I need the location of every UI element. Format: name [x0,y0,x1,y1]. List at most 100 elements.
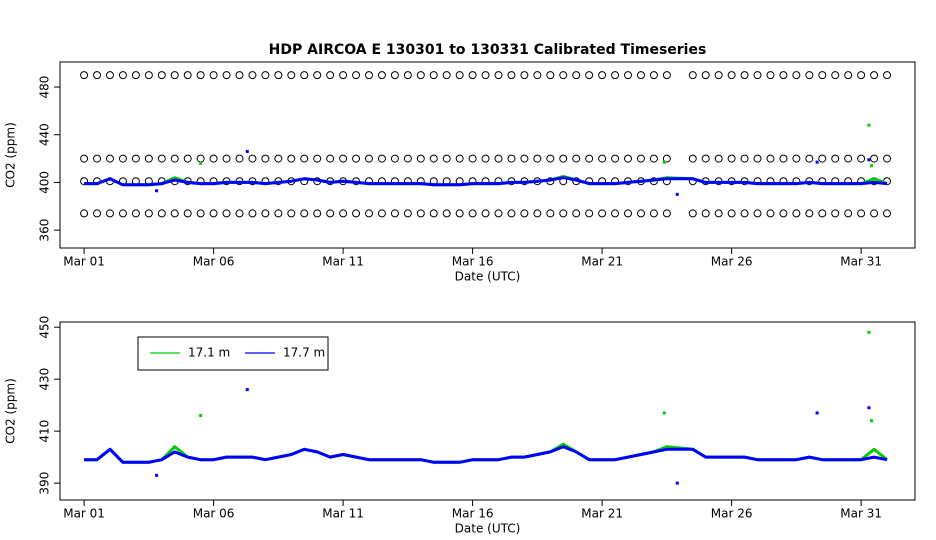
calibration-point [598,209,607,218]
outlier-point [675,481,679,485]
calibration-point [701,71,710,80]
calibration-point [714,154,723,163]
calibration-point [365,209,374,218]
x-tick-label: Mar 01 [63,255,105,269]
calibration-point [339,209,348,218]
calibration-point [287,154,296,163]
calibration-point [455,209,464,218]
y-tick-label: 390 [38,472,52,495]
calibration-point [80,177,89,186]
calibration-point [248,209,257,218]
calibration-point [494,209,503,218]
y-tick-label: 400 [38,171,52,194]
outlier-point [867,158,871,162]
calibration-point [442,154,451,163]
calibration-point [222,154,231,163]
calibration-point [598,71,607,80]
calibration-point [170,154,179,163]
calibration-point [183,209,192,218]
calibration-point [649,71,658,80]
calibration-point [831,209,840,218]
y-axis-label: CO2 (ppm) [4,122,18,188]
calibration-point [416,154,425,163]
calibration-point [352,209,361,218]
calibration-point [805,209,814,218]
calibration-point [585,154,594,163]
calibration-point [844,209,853,218]
calibration-point [701,209,710,218]
calibration-point [766,71,775,80]
x-tick-label: Mar 21 [581,507,623,521]
calibration-point [390,154,399,163]
calibration-point [649,209,658,218]
calibration-point [481,209,490,218]
calibration-point [818,71,827,80]
calibration-point [766,154,775,163]
calibration-point [170,209,179,218]
outlier-point [662,411,666,415]
calibration-point [753,71,762,80]
calibration-point [611,71,620,80]
calibration-point [300,154,309,163]
calibration-point [222,209,231,218]
calibration-point [844,154,853,163]
calibration-point [157,154,166,163]
calibration-point [520,209,529,218]
calibration-point [403,209,412,218]
calibration-point [442,71,451,80]
calibration-point [753,154,762,163]
calibration-point [688,154,697,163]
outlier-point [662,160,666,164]
calibration-point [831,71,840,80]
calibration-point [559,71,568,80]
outlier-point [199,161,203,165]
calibration-point [144,154,153,163]
calibration-point [624,209,633,218]
calibration-point [662,71,671,80]
y-tick-label: 440 [38,123,52,146]
calibration-point [805,154,814,163]
calibration-point [235,154,244,163]
calibration-point [844,71,853,80]
calibration-point [662,209,671,218]
calibration-point [403,154,412,163]
calibration-point [118,71,127,80]
calibration-point [274,154,283,163]
calibration-point [598,154,607,163]
x-tick-label: Mar 01 [63,507,105,521]
calibration-point [546,71,555,80]
calibration-point [753,209,762,218]
calibration-point [429,209,438,218]
calibration-point [105,209,114,218]
calibration-point [611,209,620,218]
calibration-point [714,71,723,80]
calibration-point [170,71,179,80]
calibration-point [105,154,114,163]
calibration-point [727,71,736,80]
x-tick-label: Mar 31 [840,507,882,521]
calibration-point [636,71,645,80]
calibration-point [507,209,516,218]
calibration-point [313,154,322,163]
outlier-point [869,164,873,168]
calibration-point [442,209,451,218]
calibration-point [131,209,140,218]
calibration-point [80,209,89,218]
calibration-point [313,209,322,218]
calibration-point [883,154,892,163]
outlier-point [155,473,159,477]
calibration-point [157,209,166,218]
x-tick-label: Mar 16 [452,255,494,269]
calibration-point [507,71,516,80]
calibration-point [727,154,736,163]
calibration-point [546,154,555,163]
calibration-point [365,71,374,80]
x-tick-label: Mar 26 [711,255,753,269]
calibration-point [533,71,542,80]
calibration-point [520,154,529,163]
calibration-point [740,209,749,218]
legend-label: 17.1 m [188,346,230,360]
calibration-point [883,71,892,80]
outlier-point [867,406,871,410]
calibration-point [559,154,568,163]
